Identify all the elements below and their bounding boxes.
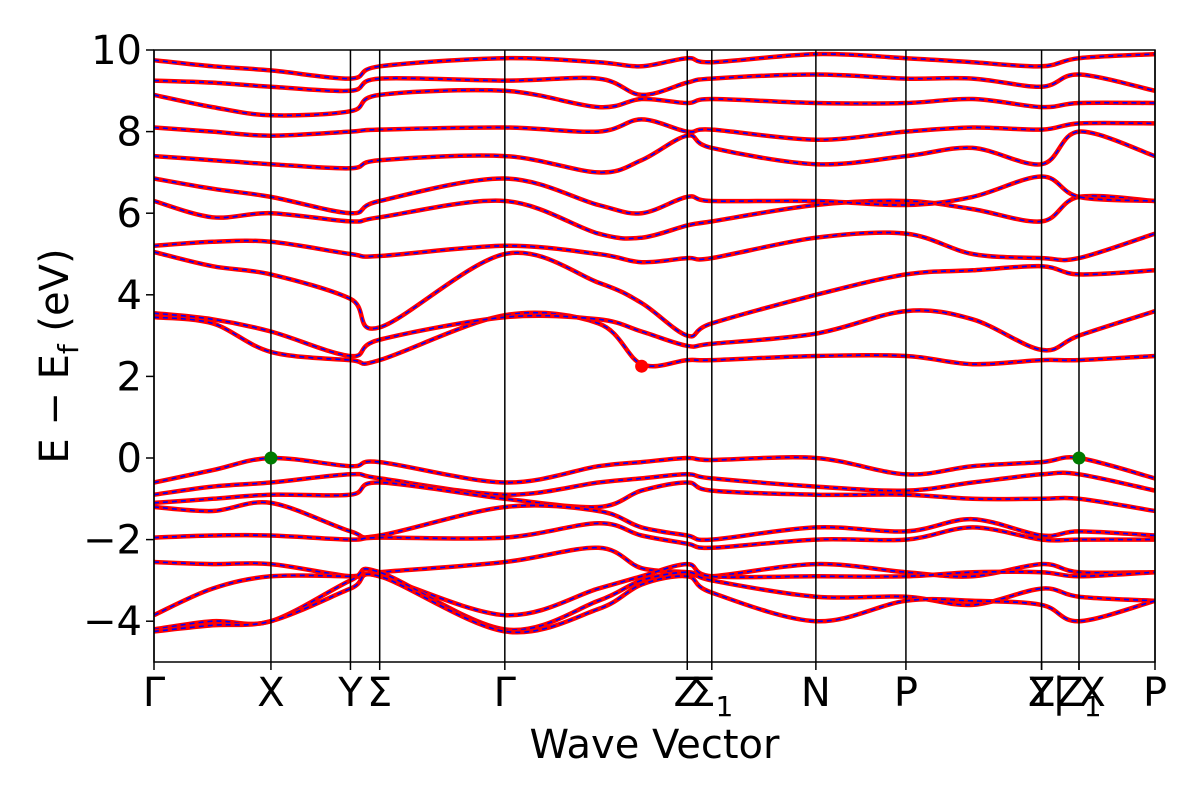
band-19-line [153,571,1156,635]
band-4-dash [153,195,1156,240]
band-13-dash [153,481,1156,512]
band-10-line [153,51,1156,81]
extremum-marker-2 [635,359,649,373]
y-tick-label: 2 [117,354,142,400]
band-5-dash [153,175,1156,215]
x-tick-label: Γ [494,670,517,716]
band-14-line [153,500,1156,543]
band-1-dash [153,309,1156,357]
x-tick-label: Σ1 [690,670,733,723]
band-2-line [153,249,1156,339]
band-12-line [153,470,1156,497]
x-axis-title: Wave Vector [530,722,781,768]
x-tick-label: Σ [367,670,392,716]
x-tick-label: Z [674,670,701,716]
band-17-line [153,561,1156,618]
extremum-marker-0 [264,451,278,465]
band-6-line [153,129,1156,175]
band-11-dash [153,456,1156,484]
band-2-dash [153,251,1156,338]
band-0-dash [153,311,1156,368]
y-axis-title: E − Ef (eV) [32,248,85,463]
band-6-dash [153,130,1156,174]
y-tick-label: 0 [117,436,142,482]
x-tick-label: Y [1028,670,1054,716]
band-lines [153,51,1156,635]
band-3-dash [153,231,1156,264]
plot-frame [153,49,1156,663]
extremum-markers [264,359,1086,465]
y-tick-label: −2 [83,518,142,564]
band-7-line [153,117,1156,143]
y-tick-label: −4 [83,599,142,645]
band-18-line [153,566,1156,633]
band-14-dash [153,501,1156,541]
band-19-dash [153,573,1156,634]
y-tick-label: 10 [91,28,142,74]
extremum-marker-1 [1072,451,1086,465]
y-tick-label: 6 [117,191,142,237]
band-8-dash [153,89,1156,117]
x-tick-label: Γ [143,670,166,716]
y-tick-label: 4 [117,273,142,319]
band-9-line [153,72,1156,98]
y-tick-label: 8 [117,110,142,156]
band-18-dash [153,568,1156,631]
x-tick-label: N [801,670,831,716]
band-15-line [153,521,1155,551]
x-tick-label: P [894,670,918,716]
band-5-line [153,174,1156,216]
band-9-dash [153,73,1156,96]
x-tick-label: P [1143,670,1167,716]
band-13-line [153,480,1156,514]
x-tick-label: Z [1028,670,1055,716]
x-tick-label: X [257,670,284,716]
band-0-line [153,310,1156,369]
band-1-line [153,308,1156,359]
y-axis-ticks: −4 −2 0 2 4 6 8 10 [83,28,154,645]
x-tick-label: | X [1052,670,1106,716]
x-tick-label: Y [337,670,363,716]
